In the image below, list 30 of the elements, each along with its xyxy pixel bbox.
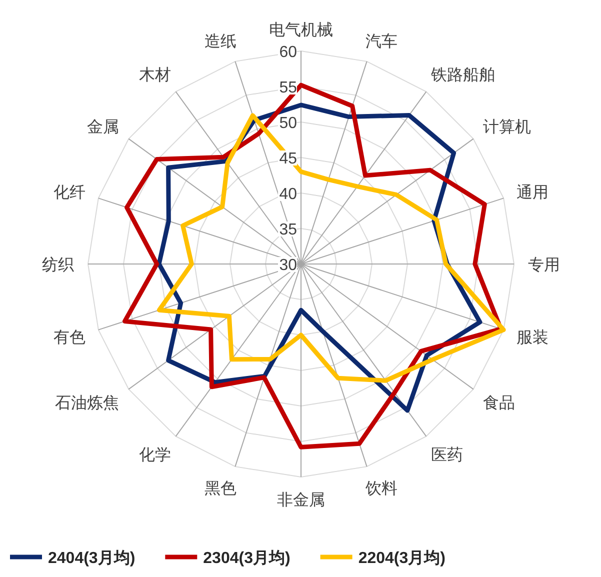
spoke-label: 非金属 — [277, 491, 325, 509]
spoke-label: 纺织 — [42, 256, 74, 274]
y-tick-label: 40 — [279, 186, 298, 203]
y-tick-label: 35 — [279, 222, 298, 238]
spoke-label: 食品 — [483, 394, 516, 412]
spoke-label: 木材 — [138, 66, 171, 84]
spoke-label: 汽车 — [366, 32, 398, 50]
spoke-label: 铁路船舶 — [430, 66, 496, 84]
y-tick-label: 60 — [279, 44, 298, 61]
y-tick-label: 50 — [279, 115, 298, 132]
spoke-label: 服装 — [516, 328, 548, 347]
spoke-label: 计算机 — [483, 118, 532, 136]
spoke-label: 专用 — [528, 256, 560, 274]
spoke-label: 化学 — [138, 446, 171, 464]
spoke-label: 金属 — [86, 118, 119, 136]
legend-label: 2404(3月均) — [48, 549, 136, 567]
spoke-label: 电气机械 — [269, 21, 333, 39]
spoke-label: 造纸 — [204, 32, 236, 50]
y-tick-label: 30 — [279, 257, 298, 274]
spoke-label: 化纤 — [54, 184, 86, 202]
spoke-label: 有色 — [54, 330, 86, 347]
y-tick-label: 45 — [279, 150, 298, 168]
legend-label: 2304(3月均) — [203, 549, 290, 567]
legend-label: 2204(3月均) — [358, 549, 446, 567]
spoke-label: 通用 — [516, 183, 548, 202]
y-tick-label: 55 — [279, 80, 298, 96]
spoke-label: 饮料 — [364, 480, 398, 498]
spoke-label: 黑色 — [204, 480, 236, 498]
spoke-label: 石油炼焦 — [54, 394, 119, 412]
spoke-label: 医药 — [431, 446, 464, 464]
